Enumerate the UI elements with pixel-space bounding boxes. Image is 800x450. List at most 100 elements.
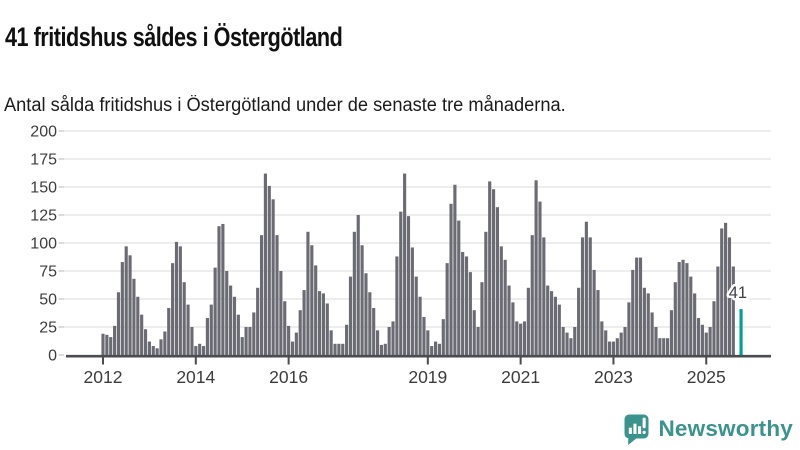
- x-axis-label: 2025: [687, 367, 726, 387]
- bar: [696, 318, 701, 355]
- bar: [321, 293, 325, 355]
- bar: [441, 319, 445, 355]
- bar: [167, 307, 171, 355]
- bar: [588, 237, 592, 355]
- bar: [252, 312, 256, 355]
- bar: [681, 259, 685, 355]
- bar: [337, 343, 341, 355]
- bar: [259, 235, 264, 355]
- bar: [201, 346, 206, 355]
- bar: [399, 211, 403, 355]
- bar: [638, 257, 643, 355]
- bar: [302, 290, 306, 355]
- bar: [720, 228, 724, 355]
- bar: [221, 223, 225, 355]
- bar: [530, 235, 534, 355]
- bar: [329, 330, 333, 355]
- bar: [182, 282, 186, 355]
- sales-bar-chart: 0 25 50 75 100 125 150 175 200 41 2012 2014 2016 2019…: [30, 124, 771, 387]
- x-axis-label: 2021: [501, 367, 540, 387]
- bar: [136, 296, 140, 355]
- bar: [147, 341, 151, 355]
- y-axis-label: 25: [39, 320, 57, 337]
- bar: [515, 321, 519, 355]
- bar: [488, 181, 492, 355]
- bar: [519, 323, 523, 355]
- bar: [561, 327, 565, 355]
- bar: [685, 263, 689, 355]
- bar: [345, 324, 349, 355]
- x-axis-label: 2019: [408, 367, 447, 387]
- bar: [731, 266, 735, 355]
- bar: [120, 262, 124, 355]
- bar: [596, 290, 600, 355]
- bar: [205, 318, 209, 355]
- y-axis-label: 50: [39, 292, 57, 309]
- bar: [468, 272, 472, 355]
- bar: [623, 327, 627, 355]
- x-axis-label: 2012: [84, 367, 123, 387]
- bar: [271, 199, 275, 355]
- bar: [348, 276, 353, 355]
- chart-bar-glyph-2: [633, 423, 637, 434]
- bar: [267, 185, 271, 355]
- bar: [693, 293, 697, 355]
- bar: [604, 330, 608, 355]
- bar: [658, 338, 662, 355]
- bar: [627, 302, 631, 355]
- bar: [395, 256, 399, 355]
- logo-wordmark: Newsworthy: [658, 416, 793, 441]
- highlight-bar: [739, 309, 743, 355]
- bar: [364, 273, 368, 355]
- bar: [101, 333, 105, 355]
- bar: [422, 316, 426, 355]
- bar: [341, 343, 345, 355]
- bar: [646, 293, 650, 355]
- bar: [724, 222, 728, 355]
- chart-subtitle: Antal sålda fritidshus i Östergötland un…: [4, 95, 566, 116]
- bar: [360, 245, 364, 355]
- bar: [511, 302, 515, 355]
- bar: [418, 296, 422, 355]
- bar: [186, 304, 190, 355]
- bar: [240, 337, 244, 355]
- newsworthy-speech-bubble-bar-chart-icon: [624, 414, 649, 445]
- y-axis-label: 100: [30, 236, 57, 253]
- bar: [155, 348, 159, 355]
- bar: [476, 327, 480, 355]
- bar: [213, 267, 217, 355]
- bar: [190, 327, 194, 355]
- bar: [666, 338, 670, 355]
- bar: [569, 338, 573, 355]
- bar: [600, 321, 604, 355]
- bar: [727, 237, 732, 355]
- bar: [391, 321, 395, 355]
- bar: [577, 287, 581, 355]
- bar: [635, 257, 639, 355]
- bar: [484, 231, 488, 355]
- bar: [708, 327, 712, 355]
- bar: [553, 296, 558, 355]
- bar: [546, 285, 550, 355]
- bar: [314, 265, 318, 355]
- bar: [151, 346, 155, 355]
- bar: [557, 304, 561, 355]
- bar: [615, 338, 619, 355]
- page-title: 41 fritidshus såldes i Östergötland: [5, 22, 343, 53]
- bar: [317, 291, 322, 355]
- bar: [124, 246, 128, 355]
- bar: [542, 237, 546, 355]
- bar: [194, 346, 198, 355]
- bar: [414, 276, 418, 355]
- bar: [248, 327, 252, 355]
- x-axis-label: 2023: [594, 367, 633, 387]
- bar: [116, 292, 121, 355]
- bar: [712, 301, 716, 355]
- bar: [198, 343, 202, 355]
- bar: [279, 271, 283, 355]
- bar: [445, 263, 449, 355]
- bar: [608, 341, 612, 355]
- y-axis-label: 0: [48, 348, 57, 365]
- bar: [592, 269, 596, 355]
